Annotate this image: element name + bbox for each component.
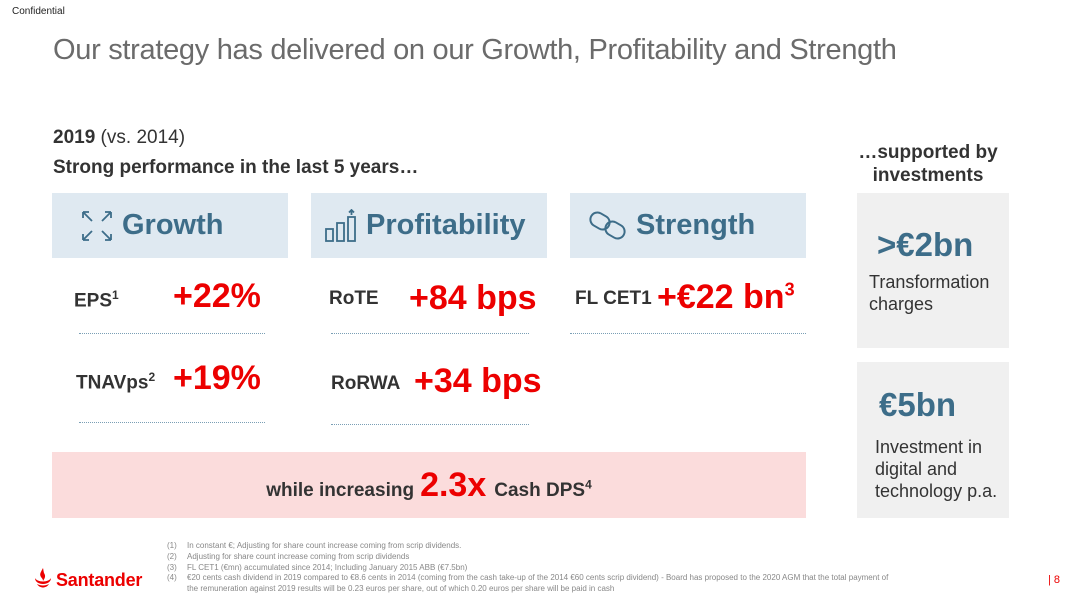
metric-rote-name: RoTE: [329, 288, 379, 309]
transformation-value: >€2bn: [877, 226, 974, 263]
metric-eps-footnote: 1: [112, 288, 119, 302]
cash-dps-footnote: 4: [585, 477, 592, 492]
divider: [570, 333, 806, 334]
cash-dps-value: 2.3x: [420, 465, 487, 504]
footnote-text: In constant €; Adjusting for share count…: [187, 541, 462, 550]
pillar-profitability-label: Profitability: [366, 209, 526, 241]
metric-rote-value: +84 bps: [409, 279, 537, 317]
footnote-number: (4): [167, 573, 177, 583]
expand-arrows-icon: [80, 209, 114, 243]
year-comparison: (vs. 2014): [95, 127, 186, 148]
investment-box-digital: €5bn Investment in digital and technolog…: [857, 362, 1009, 518]
chain-link-icon: [588, 209, 628, 243]
footnote-text: FL CET1 (€mn) accumulated since 2014; In…: [187, 562, 468, 572]
digital-investment-value: €5bn: [879, 386, 957, 423]
divider: [79, 333, 265, 334]
divider: [331, 333, 529, 334]
page-title: Our strategy has delivered on our Growth…: [53, 34, 897, 66]
pillar-strength: Strength: [570, 193, 806, 258]
pillar-strength-label: Strength: [636, 209, 756, 241]
cash-dps-suffix: Cash DPS: [494, 479, 586, 501]
footnote: (2) Adjusting for share count increase co…: [167, 552, 888, 563]
footnote: (1) In constant €; Adjusting for share co…: [167, 541, 888, 552]
confidential-label: Confidential: [12, 6, 65, 17]
metric-cet1-value: +€22 bn3: [657, 278, 795, 317]
supported-by-heading: …supported by investments: [858, 142, 998, 186]
metric-tnavps-label: TNAVps: [76, 372, 149, 394]
footnote-number: (1): [167, 541, 177, 550]
footnote-text: €20 cents cash dividend in 2019 compared…: [187, 573, 889, 583]
metric-eps-value: +22%: [173, 277, 261, 315]
metric-eps-name: EPS1: [74, 288, 119, 312]
pillar-growth-label: Growth: [122, 209, 224, 241]
year-bold: 2019: [53, 127, 96, 148]
footnote: (3) FL CET1 (€mn) accumulated since 2014;…: [167, 563, 888, 574]
santander-logo: Santander: [34, 568, 142, 593]
footnote: the remuneration against 2019 results wi…: [167, 584, 888, 595]
metric-cet1-amount: +€22 bn: [657, 278, 785, 316]
footnote-text: the remuneration against 2019 results wi…: [187, 584, 615, 594]
footnotes: (1) In constant €; Adjusting for share co…: [167, 541, 888, 595]
cash-dps-banner: while increasing 2.3x Cash DPS4: [52, 452, 806, 518]
footnote-number: (3): [167, 562, 177, 572]
cash-dps-text: while increasing 2.3x Cash DPS4: [266, 466, 592, 505]
metric-tnavps-footnote: 2: [148, 370, 156, 384]
footnote-text: Adjusting for share count increase comin…: [187, 551, 410, 561]
metric-tnavps-value: +19%: [173, 359, 261, 397]
flame-icon: [34, 568, 52, 593]
bar-growth-icon: [324, 208, 358, 243]
footnote-number: (2): [167, 551, 177, 561]
footnote: (4) €20 cents cash dividend in 2019 compa…: [167, 573, 888, 584]
metric-eps-label: EPS: [74, 290, 113, 312]
divider: [79, 422, 265, 423]
cash-dps-prefix: while increasing: [266, 479, 415, 501]
investment-box-transformation: >€2bn Transformation charges: [857, 193, 1009, 348]
metric-cet1-footnote: 3: [784, 279, 795, 300]
divider: [331, 424, 529, 425]
pillar-growth: Growth: [52, 193, 288, 258]
performance-subtitle: Strong performance in the last 5 years…: [53, 157, 419, 178]
year-heading: 2019 (vs. 2014): [53, 127, 185, 149]
transformation-text: Transformation charges: [869, 272, 990, 314]
metric-rorwa-name: RoRWA: [331, 373, 401, 394]
metric-rorwa-value: +34 bps: [414, 362, 542, 400]
pillar-profitability: Profitability: [311, 193, 547, 258]
page-number: | 8: [1048, 574, 1061, 586]
metric-tnavps-name: TNAVps2: [76, 370, 155, 394]
metric-cet1-name: FL CET1: [575, 288, 652, 309]
digital-investment-text: Investment in digital and technology p.a…: [875, 437, 998, 501]
brand-name: Santander: [56, 570, 143, 590]
